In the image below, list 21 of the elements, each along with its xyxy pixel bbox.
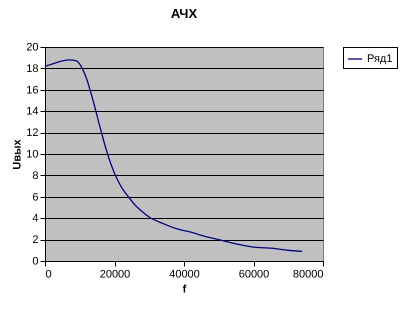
- y-tick-label: 0: [32, 256, 38, 268]
- x-tick-label: 0: [46, 268, 52, 280]
- legend-label: Ряд1: [367, 53, 392, 65]
- y-tick-label: 18: [26, 62, 38, 75]
- x-axis-title: f: [182, 284, 187, 296]
- y-tick-label: 6: [32, 191, 38, 204]
- x-tick-label: 80000: [292, 268, 324, 280]
- y-tick-label: 12: [26, 127, 38, 140]
- y-tick-label: 10: [26, 148, 38, 160]
- y-tick-label: 8: [32, 170, 38, 182]
- line-series: [44, 59, 303, 252]
- y-tick-label: 2: [32, 234, 38, 246]
- y-tick-label: 14: [26, 106, 38, 118]
- y-tick-label: 20: [26, 42, 38, 54]
- y-axis-title: Uвых: [11, 138, 24, 170]
- y-tick-label: 4: [32, 212, 38, 225]
- x-tick-label: 20000: [100, 268, 130, 280]
- x-tick-label: 60000: [238, 268, 270, 280]
- chart-title: АЧХ: [170, 6, 198, 21]
- y-tick-label: 16: [26, 84, 38, 96]
- x-tick-label: 40000: [169, 268, 200, 280]
